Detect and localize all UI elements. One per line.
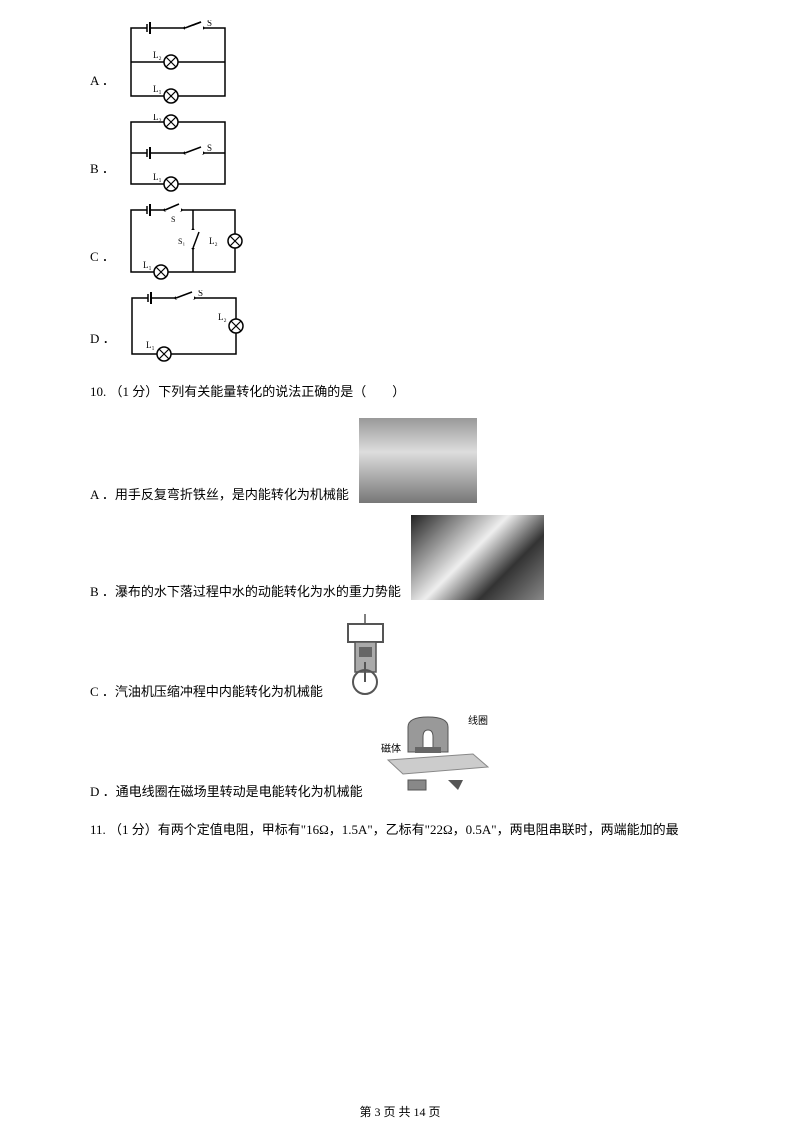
- svg-text:L₂: L₂: [218, 312, 227, 322]
- q10-option-c: C ．汽油机压缩冲程中内能转化为机械能: [90, 612, 710, 700]
- hands-image: [359, 418, 477, 503]
- svg-text:L₁: L₁: [143, 260, 152, 270]
- q10-optc-text: C ．汽油机压缩冲程中内能转化为机械能: [90, 681, 323, 700]
- svg-text:L₁: L₁: [153, 172, 162, 182]
- page-footer: 第 3 页 共 14 页: [0, 1103, 800, 1120]
- q10-optd-text: D ．通电线圈在磁场里转动是电能转化为机械能: [90, 781, 363, 800]
- q10-opta-text: A ．用手反复弯折铁丝，是内能转化为机械能: [90, 484, 349, 503]
- circuit-option-a: A ． S L₂ L₁: [90, 20, 710, 104]
- svg-text:线圈: 线圈: [468, 714, 488, 727]
- motor-image: 线圈 磁体: [373, 712, 503, 800]
- q10-option-d: D ．通电线圈在磁场里转动是电能转化为机械能 线圈 磁体: [90, 712, 710, 800]
- svg-text:L₂: L₂: [153, 114, 162, 122]
- option-d-label: D ．: [90, 328, 116, 362]
- svg-text:S: S: [198, 290, 203, 298]
- q10-option-a: A ．用手反复弯折铁丝，是内能转化为机械能: [90, 418, 710, 503]
- svg-text:S: S: [171, 215, 175, 224]
- circuit-diagram-a: S L₂ L₁: [123, 20, 233, 104]
- option-c-label: C ．: [90, 246, 115, 280]
- circuit-option-d: D ． S L₁ L₂: [90, 290, 710, 362]
- waterfall-image: [411, 515, 544, 600]
- svg-text:S: S: [207, 143, 212, 153]
- circuit-diagram-c: S S₁ L₁ L₂: [123, 202, 243, 280]
- q10-optb-text: B ．瀑布的水下落过程中水的动能转化为水的重力势能: [90, 581, 401, 600]
- option-b-label: B ．: [90, 158, 115, 192]
- option-a-label: A ．: [90, 70, 115, 104]
- svg-text:L₁: L₁: [153, 84, 162, 94]
- question-11-text: 11. （1 分）有两个定值电阻，甲标有"16Ω，1.5A"，乙标有"22Ω，0…: [90, 818, 710, 841]
- engine-image: [333, 612, 398, 700]
- svg-text:L₂: L₂: [209, 236, 218, 246]
- svg-text:L₂: L₂: [153, 50, 162, 60]
- circuit-option-c: C ． S S₁ L₁ L₂: [90, 202, 710, 280]
- svg-text:L₁: L₁: [146, 340, 155, 350]
- svg-text:S: S: [207, 20, 212, 28]
- circuit-diagram-b: L₂ S L₁: [123, 114, 233, 192]
- circuit-diagram-d: S L₁ L₂: [124, 290, 244, 362]
- svg-text:S₁: S₁: [178, 237, 185, 246]
- q10-option-b: B ．瀑布的水下落过程中水的动能转化为水的重力势能: [90, 515, 710, 600]
- circuit-option-b: B ． L₂ S L₁: [90, 114, 710, 192]
- svg-text:磁体: 磁体: [381, 742, 401, 755]
- question-10-text: 10. （1 分）下列有关能量转化的说法正确的是（ ）: [90, 380, 710, 403]
